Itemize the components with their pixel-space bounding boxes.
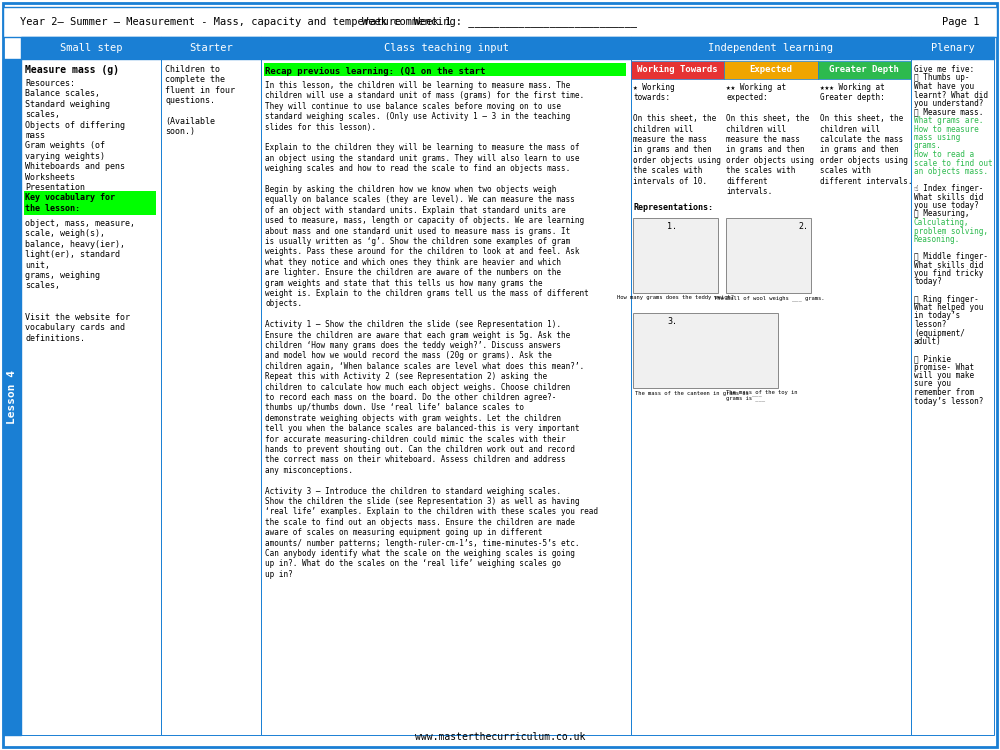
Text: How to read a: How to read a: [914, 150, 974, 159]
Text: Recap previous learning: (Q1 on the start: Recap previous learning: (Q1 on the star…: [265, 67, 485, 76]
Text: 💚 Pinkie: 💚 Pinkie: [914, 354, 951, 363]
Text: will you make: will you make: [914, 371, 974, 380]
Bar: [911, 37, 994, 59]
Text: How to measure: How to measure: [914, 124, 979, 134]
Text: Plenary: Plenary: [931, 43, 974, 53]
Text: adult): adult): [914, 337, 942, 346]
Text: 💚 Ring finger-: 💚 Ring finger-: [914, 295, 979, 304]
Text: Page 1: Page 1: [942, 17, 980, 27]
Text: What skills did: What skills did: [914, 193, 983, 202]
Bar: [3, 59, 21, 735]
Text: grams.: grams.: [914, 142, 942, 151]
Text: ★ Working
towards:

On this sheet, the
children will
measure the mass
in grams a: ★ Working towards: On this sheet, the ch…: [633, 83, 721, 185]
Text: Week commencing: ___________________________: Week commencing: _______________________…: [362, 16, 638, 28]
Text: ★★ Working at
expected:

On this sheet, the
children will
measure the mass
in gr: ★★ Working at expected: On this sheet, t…: [726, 83, 814, 196]
Text: 💚 Measure mass.: 💚 Measure mass.: [914, 107, 983, 116]
Text: The mass of the toy in
grams is ___: The mass of the toy in grams is ___: [726, 390, 798, 401]
Text: today’s lesson?: today’s lesson?: [914, 397, 983, 406]
Text: Give me five:: Give me five:: [914, 65, 974, 74]
Bar: [631, 61, 724, 79]
Text: learnt? What did: learnt? What did: [914, 91, 988, 100]
Text: 💚 Measuring,: 💚 Measuring,: [914, 209, 970, 218]
Text: 2.: 2.: [799, 222, 809, 231]
Text: promise- What: promise- What: [914, 362, 974, 371]
Text: Small step: Small step: [60, 43, 122, 53]
Text: Starter: Starter: [189, 43, 233, 53]
Text: Lesson 4: Lesson 4: [7, 370, 17, 424]
Bar: [633, 313, 778, 388]
Text: 👍 Thumbs up-: 👍 Thumbs up-: [914, 74, 970, 82]
Text: ★★★ Working at
Greater depth:

On this sheet, the
children will
calculate the ma: ★★★ Working at Greater depth: On this sh…: [820, 83, 912, 185]
Text: object, mass, measure,
scale, weigh(s),
balance, heavy(ier),
light(er), standard: object, mass, measure, scale, weigh(s), …: [25, 219, 135, 290]
Bar: [24, 191, 156, 215]
Text: scale to find out: scale to find out: [914, 158, 993, 167]
Text: sure you: sure you: [914, 380, 951, 388]
Bar: [261, 59, 631, 735]
Bar: [21, 59, 161, 735]
Text: What grams are.: What grams are.: [914, 116, 983, 125]
Text: www.masterthecurriculum.co.uk: www.masterthecurriculum.co.uk: [415, 732, 585, 742]
Text: ☝ Index finger-: ☝ Index finger-: [914, 184, 983, 193]
Text: remember from: remember from: [914, 388, 974, 397]
Bar: [21, 37, 161, 59]
Text: today?: today?: [914, 278, 942, 286]
Text: Representations:: Representations:: [633, 203, 713, 212]
Text: The ball of wool weighs ___ grams.: The ball of wool weighs ___ grams.: [714, 295, 824, 301]
Text: you use today?: you use today?: [914, 201, 979, 210]
Text: in today’s: in today’s: [914, 311, 960, 320]
Text: The mass of the canteen in grams is ___: The mass of the canteen in grams is ___: [635, 390, 762, 395]
Bar: [633, 218, 718, 293]
Text: 💚 Middle finger-: 💚 Middle finger-: [914, 252, 988, 261]
Text: 3.: 3.: [668, 317, 678, 326]
Text: 1.: 1.: [668, 222, 678, 231]
Text: you find tricky: you find tricky: [914, 269, 983, 278]
Text: Children to
complete the
fluent in four
questions.

(Available
soon.): Children to complete the fluent in four …: [165, 65, 235, 136]
Bar: [911, 59, 994, 735]
Text: an objects mass.: an objects mass.: [914, 167, 988, 176]
Text: (equipment/: (equipment/: [914, 328, 965, 338]
Text: What helped you: What helped you: [914, 303, 983, 312]
Text: Independent learning: Independent learning: [708, 43, 834, 53]
Bar: [724, 61, 818, 79]
Text: Class teaching input: Class teaching input: [384, 43, 509, 53]
Bar: [161, 59, 261, 735]
Bar: [261, 37, 631, 59]
Text: problem solving,: problem solving,: [914, 226, 988, 236]
Bar: [818, 61, 911, 79]
Bar: [726, 218, 811, 293]
Bar: [631, 59, 911, 735]
Text: Expected: Expected: [750, 65, 792, 74]
Text: Key vocabulary for
the lesson:: Key vocabulary for the lesson:: [25, 194, 115, 213]
Text: Visit the website for
vocabulary cards and
definitions.: Visit the website for vocabulary cards a…: [25, 313, 130, 343]
Text: Measure mass (g): Measure mass (g): [25, 65, 119, 75]
Text: How many grams does the teddy weigh?: How many grams does the teddy weigh?: [617, 295, 734, 300]
Bar: [631, 37, 911, 59]
Bar: [264, 63, 626, 76]
Text: you understand?: you understand?: [914, 99, 983, 108]
Bar: [161, 37, 261, 59]
Text: What skills did: What skills did: [914, 260, 983, 269]
Text: mass using: mass using: [914, 133, 960, 142]
Text: Resources:
Balance scales,
Standard weighing
scales,
Objects of differing
mass
G: Resources: Balance scales, Standard weig…: [25, 79, 125, 192]
Text: Greater Depth: Greater Depth: [829, 65, 899, 74]
Text: In this lesson, the children will be learning to measure mass. The
children will: In this lesson, the children will be lea…: [265, 81, 598, 579]
Bar: [3, 7, 997, 37]
Text: Reasoning.: Reasoning.: [914, 235, 960, 244]
Text: lesson?: lesson?: [914, 320, 946, 329]
Text: Year 2– Summer – Measurement - Mass, capacity and temperature  Week 1: Year 2– Summer – Measurement - Mass, cap…: [20, 17, 451, 27]
Text: What have you: What have you: [914, 82, 974, 91]
Text: Working Towards: Working Towards: [637, 65, 718, 74]
Text: Calculating,: Calculating,: [914, 218, 970, 227]
